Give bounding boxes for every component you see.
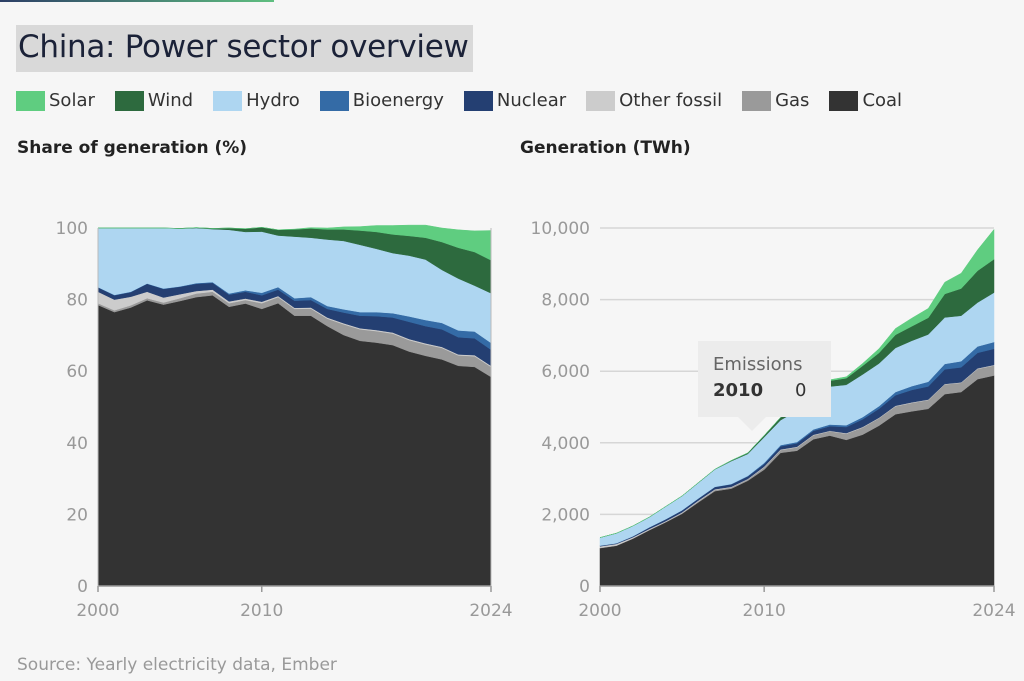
legend-swatch — [586, 90, 616, 111]
y-tick-label: 2,000 — [541, 505, 590, 525]
legend-item-gas[interactable]: Gas — [742, 90, 809, 111]
top-accent-bar — [0, 0, 274, 2]
share-chart: 0 20 40 60 80 100 2000 2010 2024 — [56, 219, 513, 621]
x-tick-label: 2000 — [76, 601, 119, 621]
legend-swatch — [319, 90, 349, 111]
y-tick-label: 0 — [579, 577, 590, 597]
legend-item-wind[interactable]: Wind — [114, 90, 194, 111]
legend-label: Coal — [862, 90, 903, 111]
legend-swatch — [114, 90, 144, 111]
share-chart-title: Share of generation (%) — [17, 138, 248, 158]
legend-swatch — [463, 90, 493, 111]
legend: Solar Wind Hydro Bioenergy Nuclear Other foss… — [16, 90, 922, 111]
legend-swatch — [742, 90, 772, 111]
legend-item-bioenergy[interactable]: Bioenergy — [319, 90, 444, 111]
legend-swatch — [213, 90, 243, 111]
x-tick-label: 2010 — [240, 601, 283, 621]
legend-swatch — [16, 90, 45, 111]
y-tick-label: 0 — [77, 577, 88, 597]
page-title: China: Power sector overview — [16, 25, 473, 72]
legend-item-coal[interactable]: Coal — [829, 90, 902, 111]
legend-item-hydro[interactable]: Hydro — [213, 90, 300, 111]
tooltip-year: 2010 — [713, 380, 764, 401]
legend-label: Wind — [147, 90, 194, 111]
y-tick-label: 8,000 — [541, 291, 590, 311]
y-tick-label: 80 — [66, 291, 88, 311]
legend-item-solar[interactable]: Solar — [16, 90, 95, 111]
tooltip-title: Emissions — [713, 354, 803, 375]
x-tick-label: 2000 — [578, 601, 621, 621]
tooltip: Emissions 2010 0 — [698, 341, 831, 431]
x-tick-label: 2024 — [469, 601, 512, 621]
tooltip-value: 0 — [795, 380, 807, 401]
y-tick-label: 60 — [66, 362, 88, 382]
area-solar[interactable] — [599, 228, 995, 538]
legend-swatch — [829, 90, 859, 111]
legend-item-nuclear[interactable]: Nuclear — [463, 90, 567, 111]
y-tick-label: 40 — [66, 434, 88, 454]
legend-label: Hydro — [246, 90, 300, 111]
y-tick-label: 20 — [66, 505, 88, 525]
generation-chart: 0 2,000 4,000 6,000 8,000 10,000 2000 2010 2024 — [531, 219, 1016, 621]
legend-label: Bioenergy — [352, 90, 444, 111]
source-note: Source: Yearly electricity data, Ember — [17, 655, 337, 675]
legend-label: Gas — [775, 90, 810, 111]
y-tick-label: 100 — [56, 219, 88, 239]
x-tick-label: 2010 — [743, 601, 786, 621]
legend-label: Nuclear — [496, 90, 567, 111]
legend-label: Solar — [49, 90, 95, 111]
y-tick-label: 10,000 — [531, 219, 590, 239]
x-tick-label: 2024 — [972, 601, 1015, 621]
generation-chart-title: Generation (TWh) — [520, 138, 691, 158]
y-tick-label: 4,000 — [541, 434, 590, 454]
y-tick-label: 6,000 — [541, 362, 590, 382]
legend-label: Other fossil — [619, 90, 723, 111]
legend-item-other-fossil[interactable]: Other fossil — [586, 90, 722, 111]
